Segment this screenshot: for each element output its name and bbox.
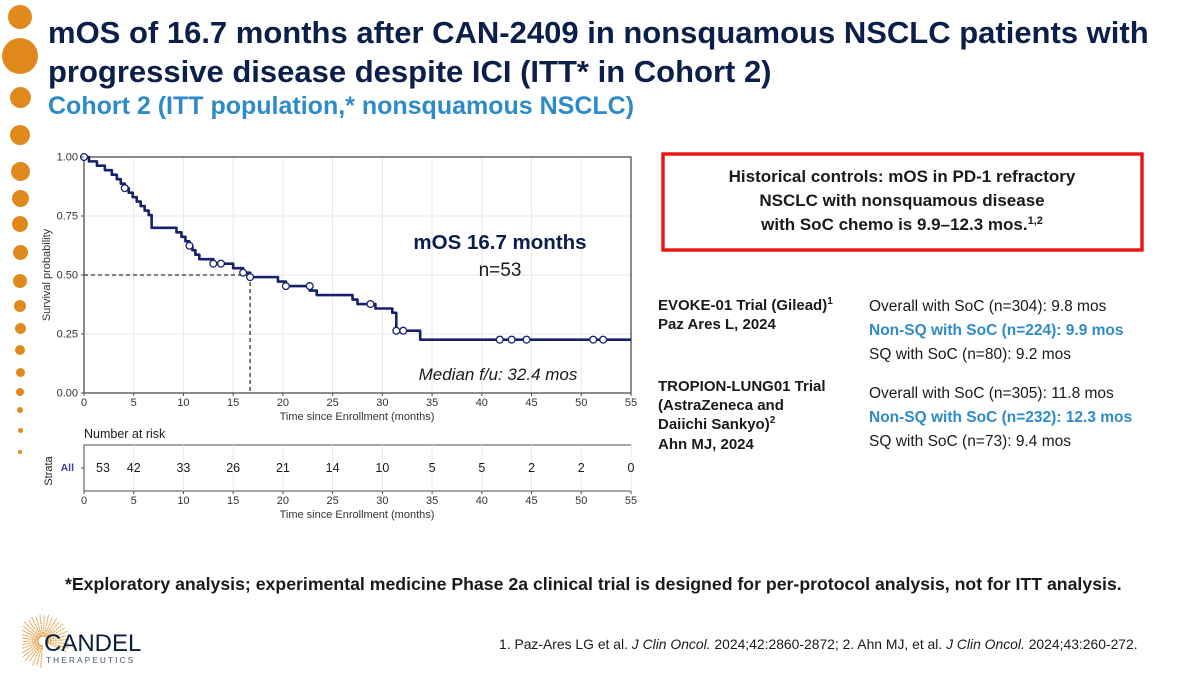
svg-text:Historical controls: mOS in PD: Historical controls: mOS in PD-1 refract… [729,167,1076,186]
svg-text:THERAPEUTICS: THERAPEUTICS [46,655,135,665]
svg-text:14: 14 [326,461,340,475]
svg-text:0.50: 0.50 [57,270,78,282]
svg-text:2: 2 [578,461,585,475]
svg-text:45: 45 [525,495,537,507]
svg-text:Strata: Strata [43,455,55,485]
svg-text:0.75: 0.75 [57,211,78,223]
svg-text:26: 26 [226,461,240,475]
svg-text:mOS 16.7 months: mOS 16.7 months [413,231,586,254]
svg-text:Median f/u: 32.4 mos: Median f/u: 32.4 mos [419,365,578,384]
svg-text:33: 33 [176,461,190,475]
svg-text:55: 55 [625,495,637,507]
svg-text:55: 55 [625,397,637,409]
svg-text:0: 0 [81,495,87,507]
svg-text:Number at risk: Number at risk [84,427,166,441]
svg-text:2: 2 [528,461,535,475]
svg-text:53: 53 [96,461,110,475]
svg-text:Time since Enrollment (months): Time since Enrollment (months) [280,411,435,423]
svg-text:5: 5 [429,461,436,475]
svg-text:25: 25 [327,397,339,409]
svg-text:50: 50 [575,495,587,507]
svg-text:All: All [61,462,75,474]
svg-text:10: 10 [375,461,389,475]
svg-text:0: 0 [81,397,87,409]
svg-text:5: 5 [131,397,137,409]
svg-text:40: 40 [476,495,488,507]
svg-text:0.00: 0.00 [57,388,78,400]
svg-text:0: 0 [628,461,635,475]
svg-text:Survival probability: Survival probability [41,228,53,321]
svg-text:15: 15 [227,397,239,409]
svg-text:35: 35 [426,495,438,507]
svg-text:40: 40 [476,397,488,409]
svg-text:25: 25 [327,495,339,507]
svg-text:20: 20 [277,495,289,507]
svg-text:42: 42 [127,461,141,475]
svg-text:10: 10 [177,495,189,507]
svg-text:0.25: 0.25 [57,329,78,341]
svg-text:5: 5 [131,495,137,507]
svg-text:30: 30 [376,495,388,507]
svg-text:35: 35 [426,397,438,409]
svg-text:30: 30 [376,397,388,409]
svg-text:n=53: n=53 [479,260,522,281]
svg-text:5: 5 [478,461,485,475]
svg-text:15: 15 [227,495,239,507]
svg-text:1.00: 1.00 [57,152,78,164]
svg-text:45: 45 [525,397,537,409]
svg-text:50: 50 [575,397,587,409]
svg-text:10: 10 [177,397,189,409]
svg-text:21: 21 [276,461,290,475]
svg-text:Time since Enrollment (months): Time since Enrollment (months) [280,509,435,521]
svg-text:NSCLC with nonsquamous disease: NSCLC with nonsquamous disease [759,191,1044,210]
svg-text:20: 20 [277,397,289,409]
svg-text:with SoC chemo is 9.9–12.3 mos: with SoC chemo is 9.9–12.3 mos.1,2 [760,215,1043,234]
svg-text:CANDEL: CANDEL [44,630,141,657]
